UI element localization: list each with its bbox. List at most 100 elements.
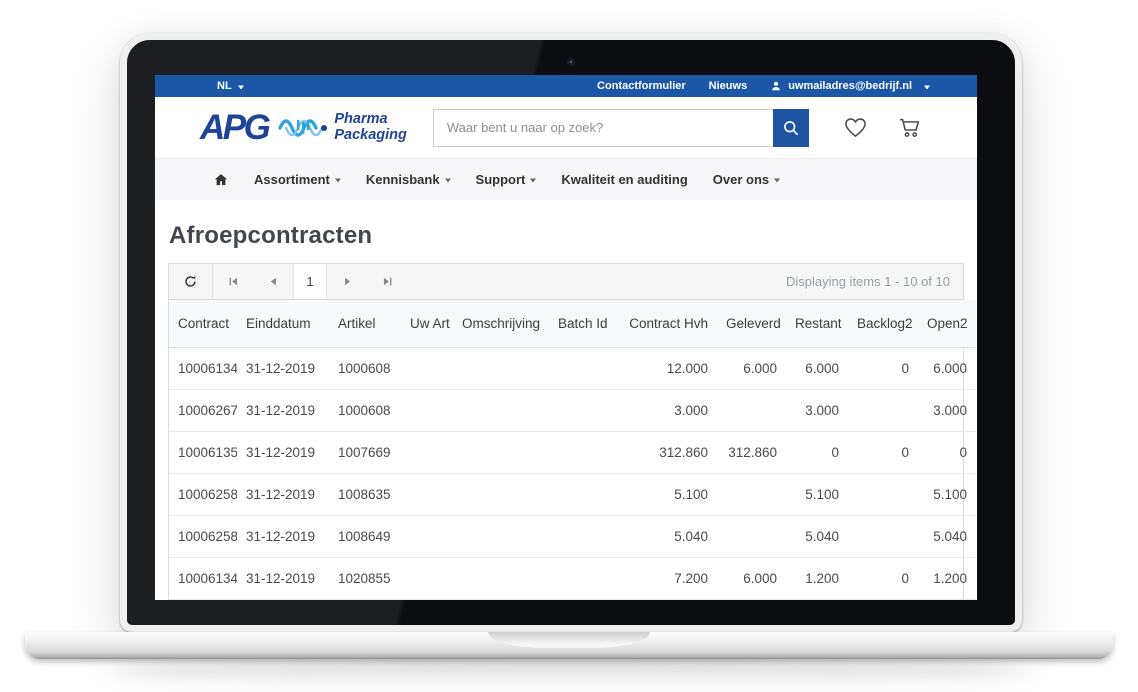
table-row[interactable]: 10006258 31-12-2019 1008649 5.040 5.040 5.040 (169, 515, 976, 558)
cell-einddatum: 31-12-2019 (237, 557, 329, 600)
laptop-lid: NL Contactformulier Nieuws uwmailadres@b… (120, 33, 1022, 632)
table-row[interactable]: 10006135 31-12-2019 1007669 312.860 312.860 0… (169, 431, 976, 474)
column-header-geleverd[interactable]: Geleverd (717, 300, 786, 348)
search-bar (432, 108, 809, 147)
contact-link[interactable]: Contactformulier (597, 80, 686, 92)
webcam-icon (567, 58, 575, 66)
nav-home[interactable] (213, 172, 229, 188)
nav-item-over-ons[interactable]: Over ons (713, 172, 781, 187)
cell-artikel: 1007669 (329, 431, 401, 474)
column-header-uw-art[interactable]: Uw Art (401, 300, 453, 348)
page-title: Afroepcontracten (169, 222, 373, 249)
cell-restant: 5.100 (786, 473, 848, 516)
cell-open2: 6.000 (918, 347, 976, 390)
nav-item-support[interactable]: Support (476, 172, 537, 187)
cell-geleverd (717, 389, 786, 432)
cell-contract: 10006267 (169, 389, 237, 432)
search-input[interactable] (432, 108, 773, 147)
cell-batch-id (549, 473, 616, 516)
cell-batch-id (549, 557, 616, 600)
column-header-batch-id[interactable]: Batch Id (549, 300, 616, 348)
cell-contract-hvh: 7.200 (616, 557, 717, 600)
cell-uw-art (401, 347, 453, 390)
cell-backlog2: 0 (848, 347, 918, 390)
wishlist-button[interactable] (842, 114, 869, 141)
cell-einddatum: 31-12-2019 (237, 515, 329, 558)
first-page-icon (229, 277, 237, 286)
refresh-button[interactable] (169, 264, 213, 299)
search-button[interactable] (772, 108, 809, 147)
news-link[interactable]: Nieuws (708, 80, 748, 92)
chevron-down-icon (774, 178, 781, 186)
cell-restant: 0 (786, 431, 848, 474)
table-row[interactable]: 10006267 31-12-2019 1000608 3.000 3.000 3.000 (169, 389, 976, 432)
person-icon (772, 81, 781, 91)
cell-omschrijving (453, 515, 549, 558)
topbar: NL Contactformulier Nieuws uwmailadres@b… (155, 75, 977, 97)
cell-geleverd: 6.000 (717, 557, 786, 600)
column-header-open2[interactable]: Open2 (918, 300, 976, 348)
main-content: Afroepcontracten (155, 222, 977, 600)
laptop-screen: NL Contactformulier Nieuws uwmailadres@b… (155, 75, 977, 600)
cell-contract: 10006135 (169, 431, 237, 474)
column-header-artikel[interactable]: Artikel (329, 300, 401, 348)
chevron-down-icon (924, 85, 930, 92)
cell-open2: 0 (918, 431, 976, 474)
cell-restant: 3.000 (786, 389, 848, 432)
prev-page-icon (270, 277, 276, 286)
cell-geleverd (717, 473, 786, 516)
cell-omschrijving (453, 473, 549, 516)
cell-contract-hvh: 3.000 (616, 389, 717, 432)
first-page-button[interactable] (213, 264, 253, 299)
table-row[interactable]: 10006258 31-12-2019 1008635 5.100 5.100 5.100 (169, 473, 976, 516)
brand-line-1: Pharma (334, 110, 388, 127)
column-header-contract-hvh[interactable]: Contract Hvh (616, 300, 717, 348)
account-menu[interactable]: uwmailadres@bedrijf.nl (770, 80, 930, 92)
pager-status: Displaying items 1 - 10 of 10 (785, 274, 950, 289)
table-row[interactable]: 10006134 31-12-2019 1000608 12.000 6.000 6.00… (169, 347, 976, 390)
contracts-grid: 1 Displaying items 1 - 10 (168, 263, 976, 600)
current-page-button[interactable]: 1 (293, 264, 327, 299)
cell-uw-art (401, 557, 453, 600)
cell-open2: 3.000 (918, 389, 976, 432)
cart-button[interactable] (896, 114, 923, 141)
cell-backlog2 (848, 515, 918, 558)
cell-open2: 5.040 (918, 515, 976, 558)
site-header: APG Pharma Packaging (155, 97, 977, 158)
home-icon (214, 173, 228, 185)
account-email: uwmailadres@bedrijf.nl (788, 80, 912, 92)
cell-artikel: 1008649 (329, 515, 401, 558)
nav-item-kwaliteit-en-auditing[interactable]: Kwaliteit en auditing (561, 172, 688, 187)
cell-open2: 5.100 (918, 473, 976, 516)
cell-einddatum: 31-12-2019 (237, 389, 329, 432)
nav-item-assortiment[interactable]: Assortiment (254, 172, 341, 187)
logo-abbr: APG (200, 108, 271, 147)
cell-geleverd: 6.000 (717, 347, 786, 390)
column-header-contract[interactable]: Contract (169, 300, 237, 348)
column-header-backlog2[interactable]: Backlog2 (848, 300, 918, 348)
last-page-button[interactable] (367, 264, 407, 299)
heart-icon (845, 118, 866, 138)
logo[interactable]: APG Pharma Packaging (200, 110, 407, 145)
table-header-row: Contract Einddatum Artikel Uw Art Omschrijvi… (169, 300, 976, 348)
nav-item-kennisbank[interactable]: Kennisbank (366, 172, 451, 187)
cell-contract: 10006258 (169, 515, 237, 558)
cell-backlog2 (848, 389, 918, 432)
chevron-down-icon (237, 85, 244, 92)
cell-backlog2: 0 (848, 557, 918, 600)
language-selector[interactable]: NL (217, 80, 244, 92)
cell-contract-hvh: 5.040 (616, 515, 717, 558)
cell-uw-art (401, 389, 453, 432)
column-header-omschrijving[interactable]: Omschrijving (453, 300, 549, 348)
cell-uw-art (401, 515, 453, 558)
cell-restant: 5.040 (786, 515, 848, 558)
prev-page-button[interactable] (253, 264, 293, 299)
table-row[interactable]: 10006134 31-12-2019 1020855 7.200 6.000 1.200… (169, 557, 976, 600)
column-header-einddatum[interactable]: Einddatum (237, 300, 329, 348)
cell-restant: 6.000 (786, 347, 848, 390)
cell-contract: 10006258 (169, 473, 237, 516)
grid-pager: 1 Displaying items 1 - 10 (169, 264, 963, 300)
column-header-restant[interactable]: Restant (786, 300, 848, 348)
next-page-button[interactable] (327, 264, 367, 299)
